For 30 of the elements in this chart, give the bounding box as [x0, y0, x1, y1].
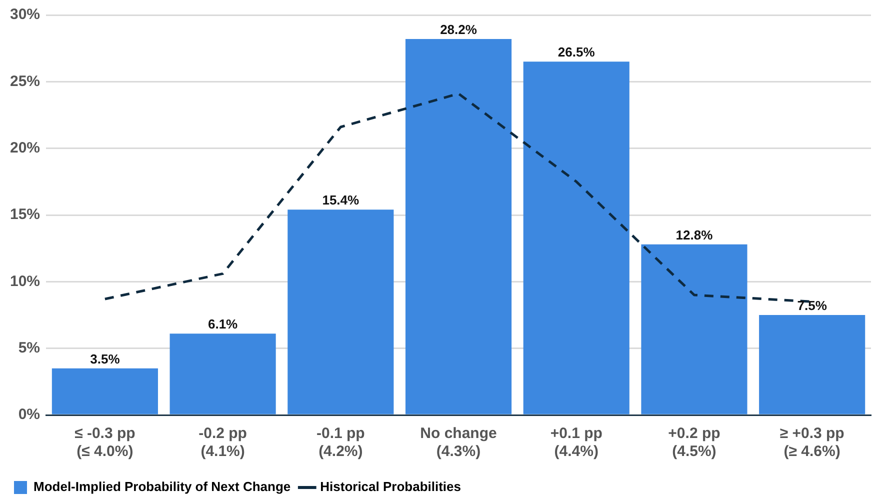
x-tick-label: No change (4.3%): [420, 425, 497, 460]
data-label: 12.8%: [676, 227, 714, 242]
bar: [52, 368, 158, 414]
x-tick-label: ≥ +0.3 pp (≥ 4.6%): [780, 425, 844, 460]
bar: [405, 39, 512, 414]
bar: [641, 244, 748, 414]
x-tick-label: +0.1 pp (4.4%): [550, 425, 602, 460]
x-tick-label: -0.1 pp (4.2%): [316, 425, 365, 460]
x-tick-label: -0.2 pp (4.1%): [198, 425, 247, 460]
x-tick-label: +0.2 pp (4.5%): [668, 425, 720, 460]
bar: [523, 62, 630, 414]
data-label: 28.2%: [440, 22, 478, 38]
data-label: 26.5%: [558, 44, 596, 60]
y-tick-label: 30%: [10, 6, 40, 24]
legend-label: Historical Probabilities: [320, 479, 462, 494]
bar: [759, 315, 866, 414]
bar: [170, 334, 276, 414]
y-tick-label: 15%: [10, 206, 40, 224]
data-label: 7.5%: [797, 298, 828, 314]
data-label: 6.1%: [208, 316, 238, 332]
bar: [288, 210, 394, 414]
legend-label: Model-Implied Probability of Next Change: [34, 479, 291, 494]
x-tick-label: ≤ -0.3 pp (≤ 4.0%): [74, 425, 136, 460]
y-tick-label: 20%: [10, 139, 40, 156]
y-tick-label: 0%: [18, 406, 40, 424]
data-label: 15.4%: [322, 192, 360, 208]
data-label: 3.5%: [90, 351, 120, 366]
y-tick-label: 5%: [18, 339, 40, 356]
y-tick-label: 25%: [10, 72, 40, 90]
y-tick-label: 10%: [10, 272, 40, 290]
